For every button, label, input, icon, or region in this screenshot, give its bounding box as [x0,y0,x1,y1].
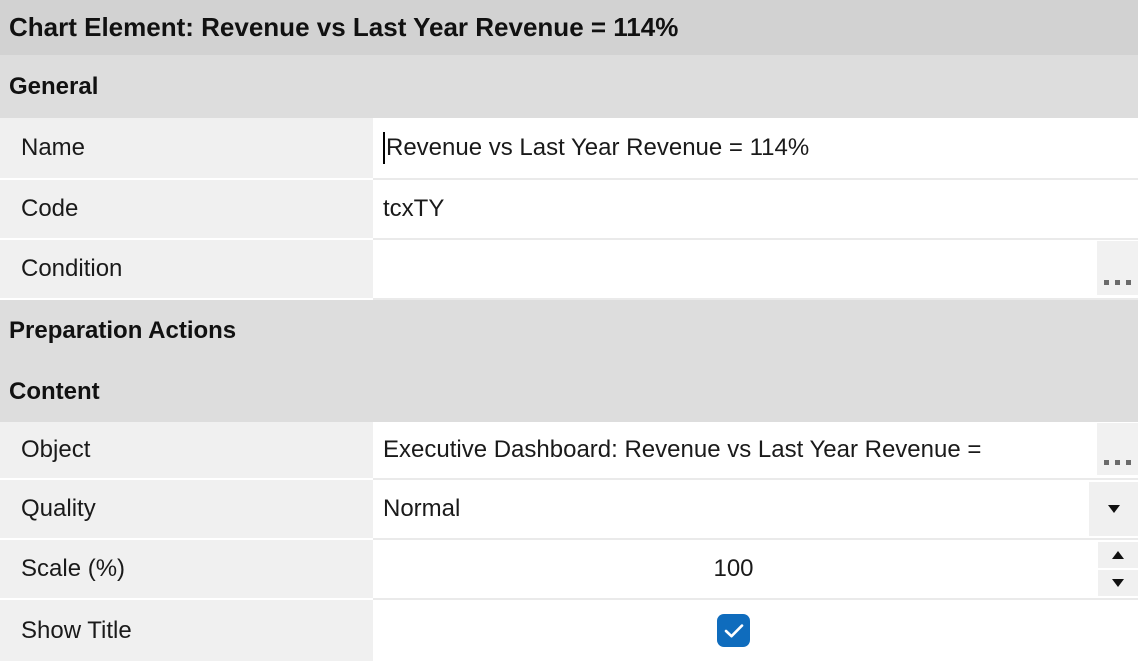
ellipsis-icon [1104,280,1109,285]
scale-spin-down-button[interactable] [1098,570,1138,596]
section-header-content: Content [0,361,1138,422]
spin-down-icon [1112,579,1124,587]
scale-spin-up-button[interactable] [1098,542,1138,568]
panel-title: Chart Element: Revenue vs Last Year Reve… [0,0,1138,55]
section-header-general-label: General [9,72,99,100]
property-row-show-title: Show Title [0,600,1138,661]
name-label: Name [0,118,373,180]
condition-label: Condition [0,240,373,300]
ellipsis-icon [1104,460,1109,465]
condition-ellipsis-button[interactable] [1097,241,1138,295]
section-header-preparation-actions-label: Preparation Actions [9,316,237,344]
name-value: Revenue vs Last Year Revenue = 114% [386,134,810,161]
scale-label: Scale (%) [0,540,373,600]
quality-dropdown-button[interactable] [1089,482,1138,536]
property-row-condition: Condition [0,240,1138,300]
quality-value: Normal [383,495,461,522]
section-header-block: Preparation Actions Content [0,300,1138,422]
property-row-quality: Quality Normal [0,480,1138,540]
code-input[interactable]: tcxTY [373,180,1138,240]
quality-select[interactable]: Normal [373,480,1138,540]
object-field[interactable]: Executive Dashboard: Revenue vs Last Yea… [373,422,1138,480]
property-row-code: Code tcxTY [0,180,1138,240]
code-label: Code [0,180,373,240]
property-row-object: Object Executive Dashboard: Revenue vs L… [0,422,1138,480]
text-cursor [383,132,385,164]
section-header-general: General [0,55,1138,118]
scale-input[interactable]: 100 [373,540,1138,600]
property-row-scale: Scale (%) 100 [0,540,1138,600]
checkmark-icon [724,623,743,637]
chevron-down-icon [1107,505,1120,513]
panel-title-text: Chart Element: Revenue vs Last Year Reve… [9,12,679,42]
section-header-content-label: Content [9,377,100,405]
scale-value: 100 [713,555,754,582]
name-input[interactable]: Revenue vs Last Year Revenue = 114% [373,118,1138,180]
property-row-name: Name Revenue vs Last Year Revenue = 114% [0,118,1138,180]
section-header-preparation-actions: Preparation Actions [0,300,1138,361]
show-title-checkbox[interactable] [717,614,750,647]
object-label: Object [0,422,373,480]
condition-input[interactable] [373,240,1138,300]
ellipsis-icon [1115,280,1120,285]
quality-label: Quality [0,480,373,540]
show-title-cell [373,600,1138,661]
code-value: tcxTY [383,195,445,222]
ellipsis-icon [1126,280,1131,285]
scale-spinner [1098,542,1138,596]
ellipsis-icon [1126,460,1131,465]
show-title-label: Show Title [0,600,373,661]
object-ellipsis-button[interactable] [1097,423,1138,475]
ellipsis-icon [1115,460,1120,465]
spin-up-icon [1112,551,1124,559]
object-value: Executive Dashboard: Revenue vs Last Yea… [383,436,982,463]
